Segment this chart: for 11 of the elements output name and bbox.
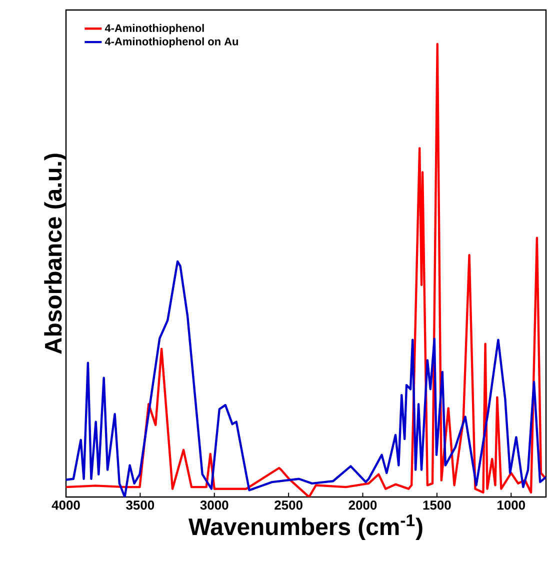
legend-label: 4-Aminothiophenol on Au [104, 37, 238, 48]
x-tick-label: 1000 [498, 500, 525, 510]
x-tick-label: 3500 [126, 500, 154, 510]
x-tick-label: 1500 [423, 500, 451, 510]
legend-label: 4-Aminothiophenol [104, 24, 204, 34]
x-tick-label: 3000 [200, 500, 228, 510]
x-axis-title: Wavenumbers (cm$^{-1}$) [188, 514, 422, 540]
x-tick-label: 2000 [348, 500, 377, 510]
x-tick-label: 4000 [52, 500, 80, 510]
x-tick-label: 2500 [274, 500, 302, 510]
y-axis-title: Absorbance (a.u.) [44, 154, 66, 354]
